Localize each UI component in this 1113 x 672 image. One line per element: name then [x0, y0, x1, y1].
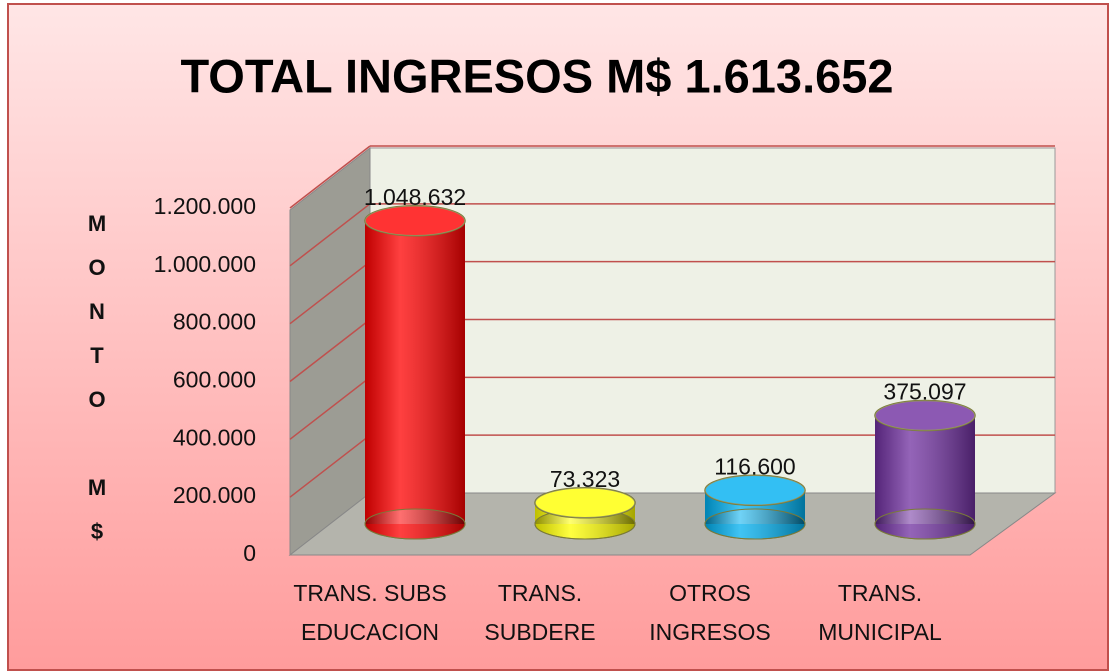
y-tick-label: 400.000	[173, 424, 256, 450]
cylinder	[704, 474, 806, 540]
y-tick-label: 800.000	[173, 309, 256, 335]
cylinder-top	[874, 399, 976, 432]
x-tick-label: TRANS. SUBDERE	[484, 580, 596, 645]
y-tick-label: 200.000	[173, 482, 256, 508]
cylinder-top	[704, 474, 806, 507]
y-tick-label: 600.000	[173, 367, 256, 393]
data-label: 375.097	[883, 379, 966, 405]
grid-line	[289, 376, 371, 440]
cylinder-top	[534, 487, 636, 519]
bar-shade	[875, 415, 975, 524]
y-axis-label: M	[88, 211, 106, 236]
grid-line	[289, 434, 371, 498]
cylinder-top-light	[535, 487, 635, 518]
cylinder-top-light	[705, 475, 805, 506]
y-axis-label: O	[88, 255, 105, 280]
y-axis-label: $	[91, 519, 103, 544]
side-wall	[289, 146, 371, 557]
cylinder-top-light	[875, 400, 975, 431]
x-tick-label: TRANS. MUNICIPAL	[818, 580, 942, 645]
grid-line	[289, 145, 371, 209]
y-tick-label: 1.200.000	[154, 193, 256, 219]
cylinder-base-shade	[874, 508, 976, 540]
y-axis-label: T	[90, 343, 104, 368]
cylinder	[874, 399, 976, 540]
x-tick-label: OTROS INGRESOS	[649, 580, 771, 645]
cylinder	[534, 487, 636, 540]
grid-line	[289, 318, 371, 383]
y-axis-label: O	[88, 387, 105, 412]
cylinder-base-shade	[704, 508, 806, 540]
chart-title: TOTAL INGRESOS M$ 1.613.652	[180, 49, 893, 102]
cylinder-base-shade	[364, 508, 466, 540]
grid-line	[289, 261, 371, 325]
y-tick-label: 1.000.000	[154, 251, 256, 277]
x-tick-label: TRANS. SUBS EDUCACION	[293, 580, 447, 645]
floor	[288, 492, 1057, 556]
grid-line	[289, 203, 371, 267]
cylinder	[364, 205, 466, 540]
bar-shade	[365, 220, 465, 525]
cylinder-top	[364, 205, 466, 237]
y-tick-label: 0	[243, 540, 256, 566]
data-label: 1.048.632	[364, 184, 466, 210]
data-label: 73.323	[550, 466, 620, 492]
y-axis-label: N	[89, 299, 105, 324]
data-label: 116.600	[714, 453, 795, 479]
cylinder-top-light	[365, 205, 465, 236]
y-axis-label: M	[88, 475, 106, 500]
